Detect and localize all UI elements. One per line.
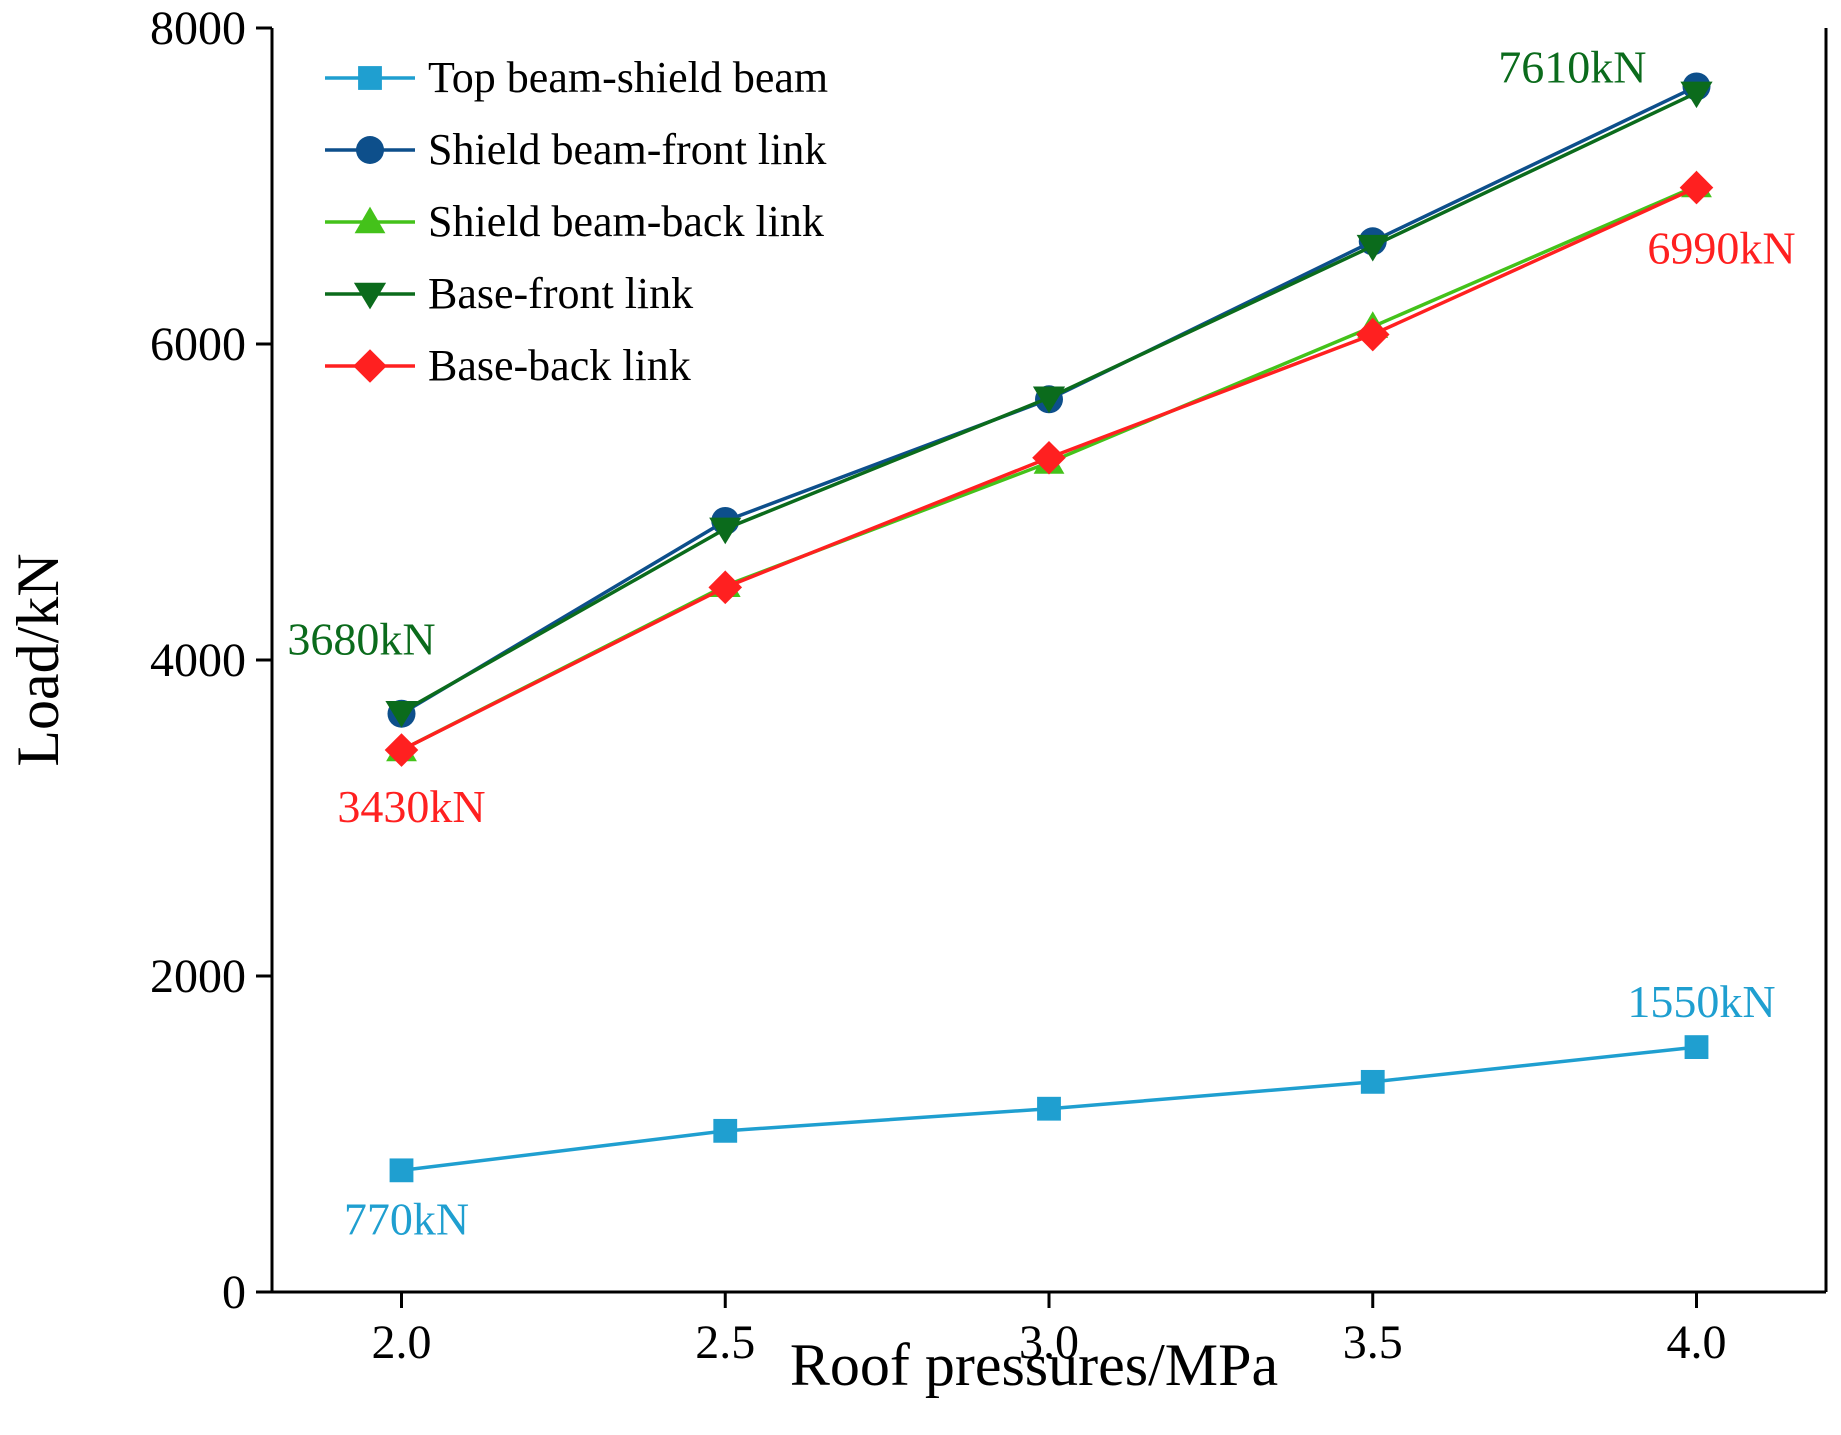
data-point bbox=[1356, 234, 1389, 262]
value-annotation: 6990kN bbox=[1647, 223, 1795, 274]
annotations: 7610kN 6990kN 3680kN 3430kN 1550kN 770kN bbox=[287, 42, 1795, 1245]
series-base-front-link bbox=[385, 81, 1713, 728]
x-axis-title: Roof pressures/MPa bbox=[790, 1332, 1278, 1398]
y-tick-label: 0 bbox=[222, 1266, 246, 1319]
ticks: 0 2000 4000 6000 8000 2.0 2.5 3.0 3.5 4.0 bbox=[150, 2, 1727, 1369]
legend-label: Shield beam-back link bbox=[428, 197, 824, 246]
series-top-beam-shield-beam bbox=[389, 1035, 1709, 1183]
legend-label: Shield beam-front link bbox=[428, 125, 826, 174]
legend-label: Base-front link bbox=[428, 269, 693, 318]
data-point bbox=[384, 733, 419, 767]
value-annotation: 770kN bbox=[344, 1193, 469, 1244]
data-point bbox=[1684, 1035, 1709, 1059]
y-tick-label: 6000 bbox=[150, 318, 246, 371]
data-point bbox=[1355, 317, 1390, 352]
x-tick-label: 3.5 bbox=[1343, 1316, 1403, 1369]
legend-item: Shield beam-front link bbox=[325, 125, 826, 174]
data-point bbox=[385, 700, 418, 728]
data-point bbox=[1037, 1096, 1061, 1121]
legend-item: Base-front link bbox=[325, 269, 693, 318]
value-annotation: 3680kN bbox=[287, 614, 435, 665]
y-tick-label: 2000 bbox=[150, 950, 246, 1003]
data-point bbox=[708, 570, 743, 605]
y-tick-label: 8000 bbox=[150, 2, 246, 55]
x-tick-label: 3.0 bbox=[1019, 1316, 1079, 1369]
data-point bbox=[1032, 440, 1066, 475]
x-tick-label: 2.5 bbox=[695, 1316, 755, 1369]
legend-item: Shield beam-back link bbox=[325, 197, 824, 246]
x-tick-label: 4.0 bbox=[1667, 1316, 1727, 1369]
data-point bbox=[1032, 386, 1066, 414]
data-point bbox=[709, 517, 742, 545]
legend-marker bbox=[356, 136, 384, 164]
value-annotation: 3430kN bbox=[337, 781, 485, 832]
data-point bbox=[1679, 170, 1714, 205]
data-point bbox=[1360, 1069, 1385, 1094]
series-base-back-link bbox=[384, 170, 1714, 767]
legend-label: Base-back link bbox=[428, 341, 691, 390]
value-annotation: 7610kN bbox=[1498, 42, 1646, 93]
legend-marker bbox=[353, 282, 387, 310]
series-layer bbox=[384, 72, 1714, 1183]
data-point bbox=[1680, 81, 1713, 109]
value-annotation: 1550kN bbox=[1627, 976, 1775, 1027]
legend-marker bbox=[354, 206, 386, 234]
y-tick-label: 4000 bbox=[150, 634, 246, 687]
legend-item: Base-back link bbox=[325, 341, 691, 390]
data-point bbox=[389, 1158, 414, 1183]
y-axis-title: Load/kN bbox=[5, 553, 71, 766]
data-point bbox=[713, 1118, 738, 1143]
legend: Top beam-shield beam Shield beam-front li… bbox=[325, 53, 828, 390]
legend-marker bbox=[353, 349, 387, 383]
x-tick-label: 2.0 bbox=[372, 1316, 432, 1369]
legend-marker bbox=[358, 66, 382, 90]
legend-item: Top beam-shield beam bbox=[325, 53, 828, 102]
legend-label: Top beam-shield beam bbox=[428, 53, 828, 102]
